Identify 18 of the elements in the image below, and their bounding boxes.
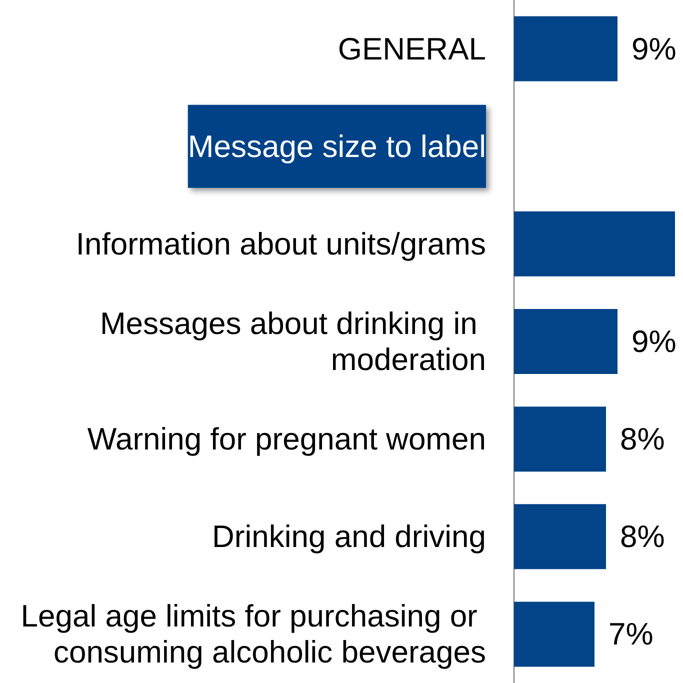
bar	[514, 16, 618, 82]
data-label: 7%	[608, 616, 654, 652]
data-label: 9%	[632, 324, 676, 359]
bar	[514, 406, 606, 472]
data-label: 8%	[620, 519, 665, 554]
y-tick-label: Warning for pregnant women	[87, 422, 486, 457]
y-tick-label: GENERAL	[338, 31, 486, 66]
bar	[514, 309, 618, 374]
y-tick-label: Information about units/grams	[76, 226, 486, 262]
y-tick-label: Message size to label	[188, 128, 486, 164]
data-label: 9%	[632, 31, 676, 66]
bar	[514, 504, 606, 570]
y-tick-label: Drinking and driving	[212, 519, 486, 554]
bar	[514, 211, 675, 276]
y-tick-label: Legal age limits for purchasing or consuming alcoholic beverages	[20, 598, 486, 670]
y-tick-label: Messages about drinking in moderation	[100, 306, 486, 377]
bar	[514, 602, 594, 667]
data-label: 8%	[620, 422, 665, 457]
